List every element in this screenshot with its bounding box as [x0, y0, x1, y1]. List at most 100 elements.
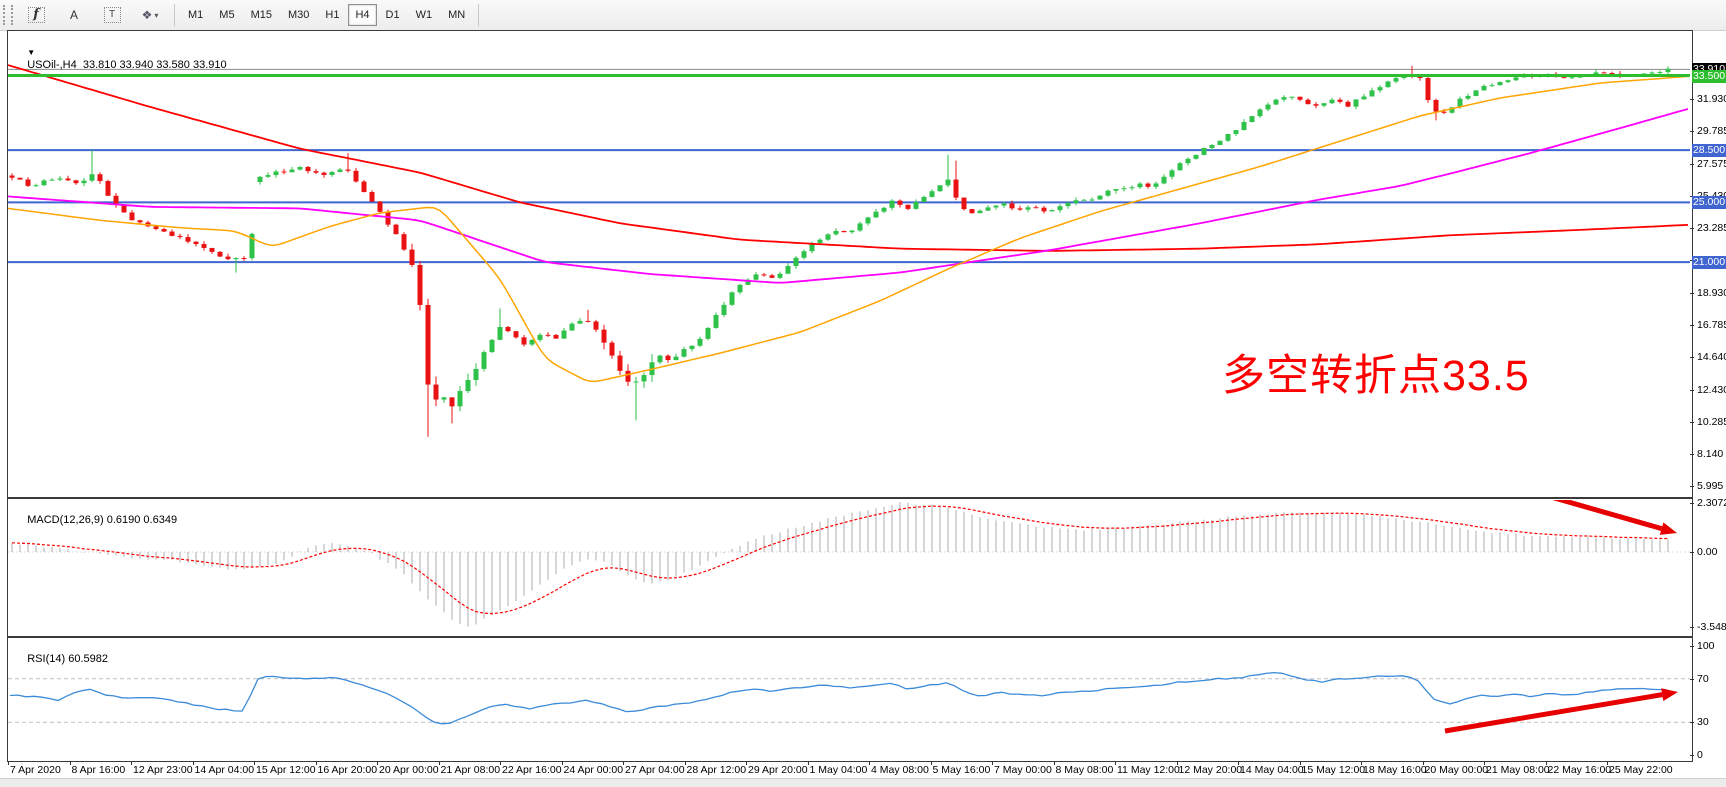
macd-label: MACD(12,26,9) 0.6190 0.6349 — [27, 514, 178, 526]
time-tickmark — [1053, 761, 1055, 765]
toolbar-drag-handle[interactable] — [3, 5, 13, 25]
tool-button-text-label[interactable]: A — [56, 3, 92, 27]
time-tickmark — [1238, 761, 1239, 765]
time-tick-label: 29 Apr 20:00 — [748, 764, 808, 776]
time-tick-label: 24 Apr 00:00 — [563, 764, 624, 776]
time-tickmark — [1115, 761, 1116, 765]
timeframe-button-M5[interactable]: M5 — [219, 9, 235, 21]
time-tick-label: 20 May 00:00 — [1424, 764, 1489, 776]
price-tick-29.785: 29.785 — [1697, 125, 1726, 137]
price-tick-14.640: 14.640 — [1697, 351, 1726, 363]
macd-tick--3.5484-tickmark — [1690, 627, 1694, 628]
time-tick-label: 7 Apr 2020 — [10, 764, 61, 776]
time-tickmark — [1299, 761, 1301, 765]
time-tick-label: 12 Apr 23:00 — [133, 764, 193, 776]
rsi-tick-30: 30 — [1697, 716, 1709, 728]
macd-tick-0.00: 0.00 — [1697, 546, 1718, 558]
price-tick-10.285-tickmark — [1690, 422, 1694, 423]
timeframe-button-M15[interactable]: M15 — [250, 9, 272, 21]
dropdown-caret-icon[interactable]: ▾ — [154, 10, 159, 20]
macd-values: 0.6190 0.6349 — [106, 514, 178, 526]
price-tick-29.785-tickmark — [1690, 131, 1694, 132]
level-badge-21.000: 21.000 — [1692, 256, 1726, 270]
price-tick-14.640-tickmark — [1690, 357, 1694, 358]
time-tick-label: 15 Apr 12:00 — [256, 764, 316, 776]
time-tick-label: 8 May 08:00 — [1055, 764, 1114, 776]
time-tickmark — [1545, 761, 1547, 765]
tool-button-shapes[interactable]: ❖ ▾ — [132, 3, 168, 27]
time-tickmark — [377, 761, 378, 765]
time-tick-label: 27 Apr 04:00 — [625, 764, 685, 776]
time-tick-label: 15 May 12:00 — [1301, 764, 1366, 776]
time-tickmark — [131, 761, 132, 765]
timeframe-button-W1[interactable]: W1 — [415, 9, 433, 21]
rsi-panel[interactable]: RSI(14) 60.5982 — [7, 637, 1693, 762]
time-tick-label: 7 May 00:00 — [994, 764, 1052, 776]
time-axis[interactable]: 7 Apr 2020 8 Apr 16:00 12 Apr 23:00 14 Apr … — [0, 761, 1726, 778]
window-bottom-strip — [0, 778, 1726, 787]
trend-arrow-rsi[interactable] — [1444, 692, 1663, 734]
time-tickmark — [992, 761, 993, 765]
symbol-dropdown-icon[interactable]: ▼ — [27, 48, 36, 57]
timeframe-button-M30[interactable]: M30 — [287, 9, 310, 21]
time-tick-label: 5 May 16:00 — [932, 764, 991, 776]
timeframe-buttons: M1 M5 M15 M30 H1 H4 D1 W1 MN — [180, 4, 473, 26]
trend-arrow-head-macd — [1659, 522, 1677, 535]
level-badge-33.500: 33.500 — [1692, 69, 1726, 83]
time-tick-label: 22 May 16:00 — [1547, 764, 1612, 776]
tool-button-text-box[interactable]: T — [94, 3, 130, 27]
time-tick-label: 14 May 04:00 — [1240, 764, 1304, 776]
price-tick-18.930: 18.930 — [1697, 287, 1726, 299]
time-tick-label: 25 May 22:00 — [1609, 764, 1673, 776]
rsi-tick-0: 0 — [1697, 749, 1703, 761]
rsi-tick-100: 100 — [1697, 640, 1715, 652]
main-chart-canvas[interactable] — [8, 31, 1690, 495]
price-tick-5.995: 5.995 — [1697, 480, 1724, 492]
trend-arrow-macd[interactable] — [1425, 500, 1663, 532]
time-tick-label: 14 Apr 04:00 — [194, 764, 255, 776]
macd-tick--3.5484: -3.5484 — [1697, 621, 1726, 633]
rsi-line — [9, 671, 1667, 725]
time-tickmark — [315, 761, 317, 765]
timeframe-button-H1[interactable]: H1 — [325, 9, 340, 21]
price-tick-16.785-tickmark — [1690, 325, 1694, 326]
rsi-tick-70: 70 — [1697, 673, 1709, 685]
time-tickmark — [869, 761, 870, 765]
candles-layer — [9, 65, 1671, 437]
ma-fast-orange — [8, 75, 1689, 383]
price-tick-31.930: 31.930 — [1697, 93, 1726, 105]
time-tick-label: 11 May 12:00 — [1117, 764, 1180, 776]
timeframe-button-M1[interactable]: M1 — [188, 9, 204, 21]
tool-buttons: f A T ❖ ▾ — [17, 3, 169, 27]
rsi-value: 60.5982 — [68, 653, 108, 665]
price-tick-8.140: 8.140 — [1697, 448, 1724, 460]
time-tick-label: 21 Apr 08:00 — [440, 764, 501, 776]
price-tick-10.285: 10.285 — [1697, 416, 1726, 428]
price-tick-8.140-tickmark — [1690, 454, 1694, 455]
rsi-tick-70-tickmark — [1690, 679, 1694, 680]
level-badge-28.500: 28.500 — [1692, 144, 1726, 158]
price-tick-12.430-tickmark — [1690, 390, 1694, 391]
timeframe-button-MN[interactable]: MN — [448, 9, 466, 21]
time-tick-label: 12 May 20:00 — [1178, 764, 1243, 776]
timeframe-button-D1[interactable]: D1 — [385, 9, 400, 21]
price-tick-27.575-tickmark — [1690, 164, 1694, 165]
annotation-text[interactable]: 多空转折点33.5 — [1222, 352, 1530, 400]
macd-canvas[interactable] — [8, 500, 1690, 634]
rsi-tick-0-tickmark — [1690, 755, 1694, 756]
tool-button-indicators[interactable]: f — [18, 3, 54, 27]
main-chart-panel[interactable]: ▼ USOil-,H4 33.810 33.940 33.580 33.910 — [7, 30, 1693, 498]
rsi-label: RSI(14) 60.5982 — [27, 653, 108, 665]
price-tick-23.285: 23.285 — [1697, 222, 1726, 234]
time-tickmark — [1422, 761, 1424, 765]
time-tick-label: 21 May 08:00 — [1486, 764, 1550, 776]
symbol-ohlc-text: USOil-,H4 33.810 33.940 33.580 33.910 — [27, 59, 227, 71]
trend-arrow-head-rsi — [1661, 688, 1678, 702]
rsi-canvas[interactable] — [8, 638, 1690, 760]
toolbar: f A T ❖ ▾ M1 M5 M15 M30 H1 H4 D1 W1 MN — [0, 0, 1726, 31]
price-tick-16.785: 16.785 — [1697, 319, 1726, 331]
macd-tick-2.3072: 2.3072 — [1697, 497, 1726, 509]
time-tickmark — [1607, 761, 1608, 765]
timeframe-button-H4[interactable]: H4 — [348, 4, 377, 26]
price-tick-23.285-tickmark — [1690, 228, 1694, 229]
